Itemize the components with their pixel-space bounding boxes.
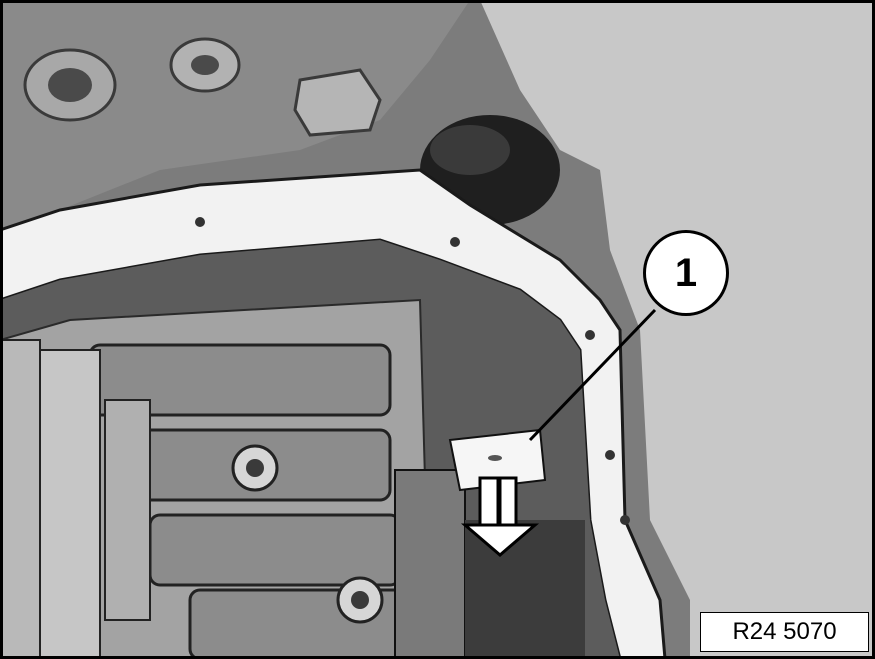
- lead-frame: [394, 469, 466, 659]
- data-label-strip: [104, 399, 151, 621]
- housing-bolt-head: [293, 68, 382, 137]
- solenoid-port-center: [246, 459, 264, 477]
- reference-code-label: R24 5070: [700, 612, 869, 652]
- callout-circle-icon: 1: [643, 230, 729, 316]
- gasket-bolt-hole: [605, 450, 615, 460]
- callout-leader-line: [528, 308, 657, 442]
- solenoid-row-3: [148, 513, 402, 587]
- gasket-bolt-hole: [620, 515, 630, 525]
- reference-code: R24 5070: [732, 618, 837, 645]
- electrical-plug-highlight: [430, 125, 510, 175]
- housing-boss-center-hole: [191, 55, 219, 75]
- gasket-bolt-hole: [195, 217, 205, 227]
- housing-upper-casting: [0, 0, 470, 230]
- gasket-bolt-hole: [450, 237, 460, 247]
- callout-number: 1: [674, 250, 698, 295]
- housing-boss-left-hole: [48, 68, 92, 102]
- down-arrow-icon: [460, 476, 540, 557]
- guide-rail-inner: [39, 349, 101, 659]
- retaining-clip-slot: [488, 455, 502, 461]
- gasket-bolt-hole: [585, 330, 595, 340]
- solenoid-port-center: [351, 591, 369, 609]
- guide-rail-left: [0, 339, 41, 659]
